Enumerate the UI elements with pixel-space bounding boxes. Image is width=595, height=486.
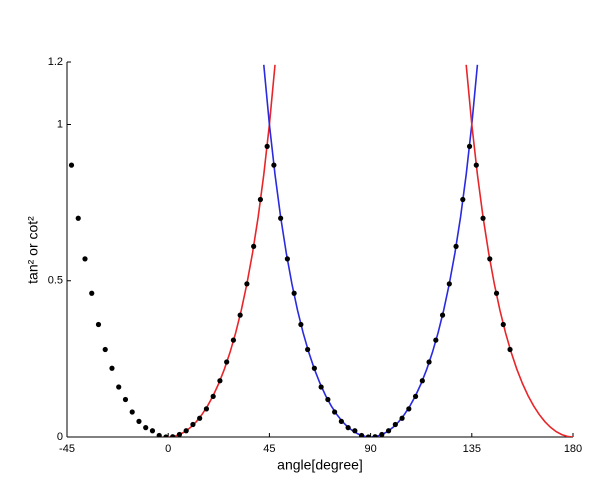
data-point xyxy=(406,406,412,412)
x-tick-label: -45 xyxy=(59,443,75,455)
data-point xyxy=(460,196,466,203)
x-tick-label: 180 xyxy=(564,443,582,455)
data-point xyxy=(298,321,304,328)
data-point xyxy=(75,215,81,221)
plot-area xyxy=(68,64,573,437)
data-point xyxy=(359,432,365,437)
data-point xyxy=(203,406,210,412)
data-point xyxy=(473,162,479,168)
data-point xyxy=(82,256,88,262)
data-point xyxy=(109,365,115,371)
data-point xyxy=(305,346,311,353)
y-tick-label: 1 xyxy=(57,118,63,130)
y-tick-label: 0 xyxy=(57,431,63,443)
data-point xyxy=(507,346,513,353)
curve xyxy=(262,64,479,437)
data-point xyxy=(230,337,237,343)
data-point xyxy=(264,143,270,149)
data-point xyxy=(251,243,257,249)
y-tick-label: 1.2 xyxy=(48,56,63,68)
data-point xyxy=(412,393,419,399)
data-point xyxy=(89,290,95,296)
x-axis-label: angle[degree] xyxy=(277,457,363,473)
data-point xyxy=(318,384,324,390)
x-tick-label: 90 xyxy=(364,443,376,455)
data-point xyxy=(365,434,371,437)
data-point xyxy=(136,418,142,424)
data-point xyxy=(237,312,243,318)
data-point xyxy=(446,281,452,287)
data-point xyxy=(487,256,493,262)
data-point xyxy=(399,415,405,421)
data-point xyxy=(102,346,108,353)
data-point xyxy=(426,359,432,365)
data-point xyxy=(176,431,183,437)
x-tick-label: 135 xyxy=(463,443,481,455)
data-point xyxy=(183,428,189,434)
x-tick-label: 0 xyxy=(165,443,171,455)
data-point xyxy=(345,425,351,431)
data-point xyxy=(278,215,284,221)
data-point xyxy=(190,421,196,428)
data-point xyxy=(466,143,473,149)
data-point xyxy=(271,162,277,168)
data-point xyxy=(95,321,102,328)
data-point xyxy=(257,196,264,203)
data-point xyxy=(325,396,331,403)
data-point xyxy=(170,434,176,437)
data-point xyxy=(493,290,500,296)
data-point xyxy=(439,312,446,318)
data-point xyxy=(68,162,75,168)
data-point xyxy=(122,396,129,403)
data-point xyxy=(143,425,149,431)
data-point xyxy=(311,365,317,371)
data-point xyxy=(332,409,338,415)
data-point xyxy=(224,359,230,365)
data-point xyxy=(129,409,135,415)
data-point xyxy=(163,434,169,437)
curve xyxy=(465,64,573,437)
data-point xyxy=(453,243,459,249)
y-axis-label: tan² or cot² xyxy=(25,216,41,284)
data-point xyxy=(372,434,378,437)
data-point xyxy=(149,428,156,434)
y-tick-label: 0.5 xyxy=(48,275,63,287)
data-point xyxy=(500,321,506,328)
data-point xyxy=(217,378,223,384)
data-point xyxy=(116,384,122,390)
data-point xyxy=(244,281,250,287)
data-point xyxy=(338,418,344,424)
data-point xyxy=(291,290,297,296)
data-point xyxy=(379,431,385,437)
data-point xyxy=(352,428,358,434)
data-point xyxy=(197,415,203,421)
x-tick-label: 45 xyxy=(263,443,275,455)
data-point xyxy=(392,421,398,428)
data-point xyxy=(480,215,486,221)
data-point xyxy=(419,378,425,384)
data-point xyxy=(284,256,290,262)
data-point xyxy=(385,428,392,434)
data-point xyxy=(210,393,216,399)
data-point xyxy=(156,432,162,437)
data-point xyxy=(433,337,439,343)
